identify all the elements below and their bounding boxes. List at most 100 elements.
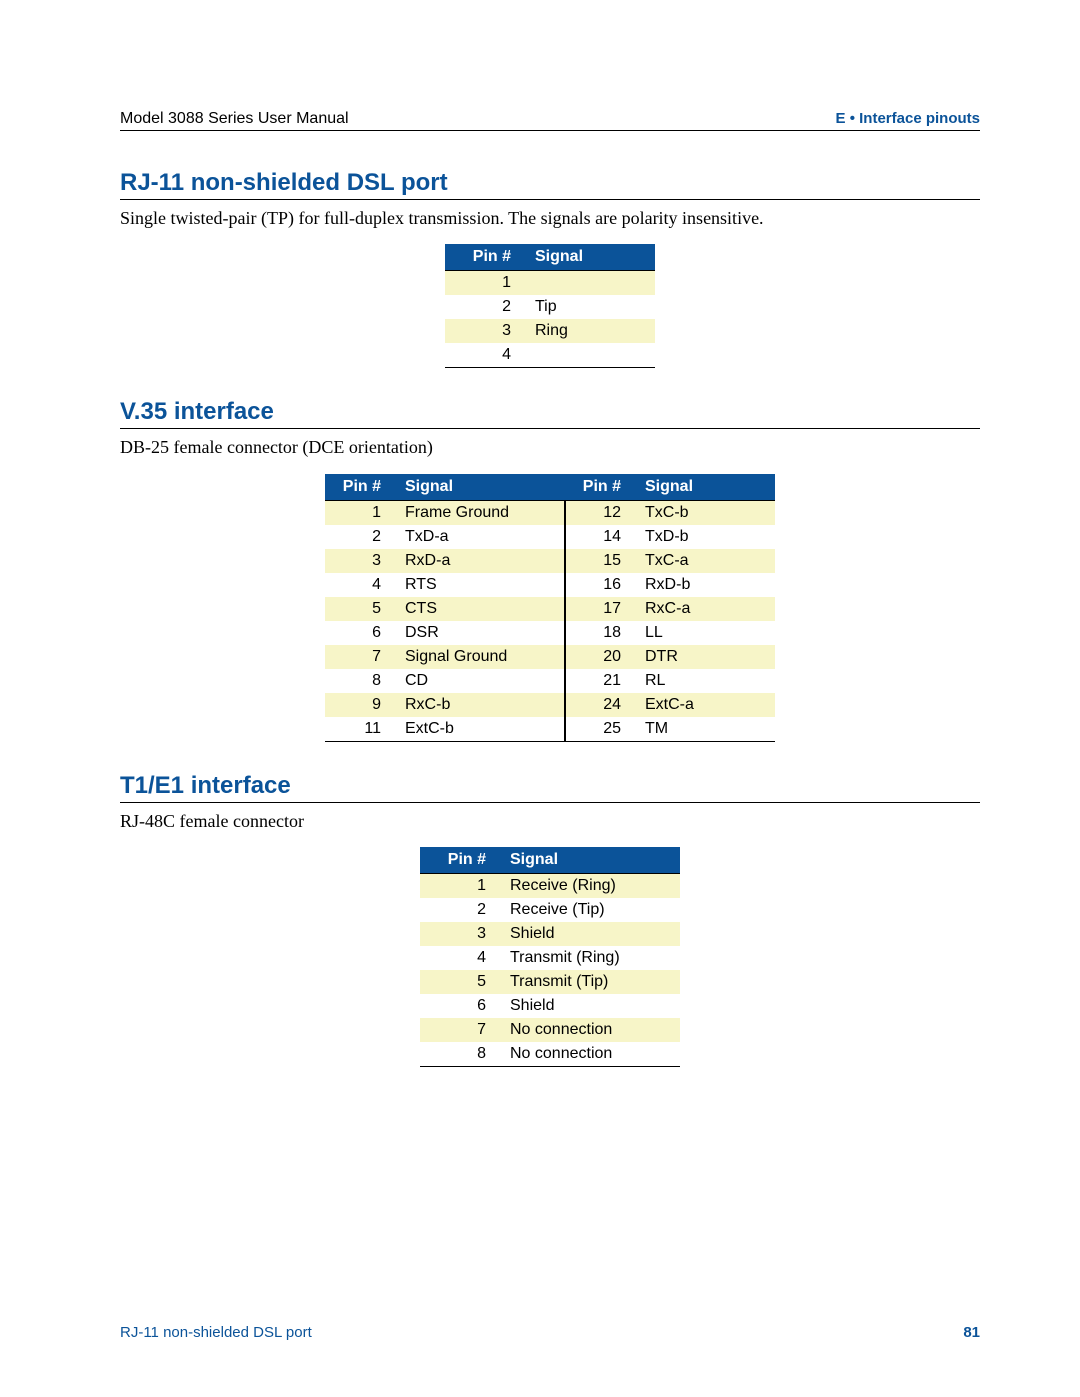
table-row: 3RxD-a15TxC-a <box>325 549 775 573</box>
section-t1e1: T1/E1 interface RJ-48C female connector … <box>120 772 980 1067</box>
table-cell: 20 <box>565 645 635 669</box>
section-rj11: RJ-11 non-shielded DSL port Single twist… <box>120 169 980 368</box>
table-cell: 1 <box>445 271 525 296</box>
table-cell: 24 <box>565 693 635 717</box>
table-cell: 1 <box>325 500 395 525</box>
body-v35: DB-25 female connector (DCE orientation) <box>120 435 980 459</box>
table-cell: 2 <box>420 898 500 922</box>
table-row: 4 <box>445 343 655 368</box>
table-cell: 17 <box>565 597 635 621</box>
table-cell: 3 <box>420 922 500 946</box>
table-row: 7No connection <box>420 1018 680 1042</box>
table-cell: Shield <box>500 922 680 946</box>
table-cell: 3 <box>325 549 395 573</box>
table-header-cell: Pin # <box>325 474 395 501</box>
table-header-cell: Pin # <box>445 244 525 271</box>
footer-right: 81 <box>963 1324 980 1341</box>
table-cell: Receive (Ring) <box>500 873 680 898</box>
table-rj11: Pin #Signal12Tip3Ring4 <box>445 244 655 368</box>
table-cell: 14 <box>565 525 635 549</box>
table-cell: Transmit (Ring) <box>500 946 680 970</box>
table-cell: 5 <box>325 597 395 621</box>
table-row: 9RxC-b24ExtC-a <box>325 693 775 717</box>
table-cell: Frame Ground <box>395 500 565 525</box>
table-header-cell: Signal <box>525 244 655 271</box>
table-cell: Transmit (Tip) <box>500 970 680 994</box>
table-cell: 4 <box>420 946 500 970</box>
table-cell: 4 <box>325 573 395 597</box>
table-cell: Signal Ground <box>395 645 565 669</box>
table-cell: 21 <box>565 669 635 693</box>
table-cell: 6 <box>325 621 395 645</box>
table-row: 11ExtC-b25TM <box>325 717 775 742</box>
table-cell: TxD-b <box>635 525 775 549</box>
table-cell: 3 <box>445 319 525 343</box>
table-cell <box>525 271 655 296</box>
table-cell: 11 <box>325 717 395 742</box>
table-row: 1 <box>445 271 655 296</box>
page-footer: RJ-11 non-shielded DSL port 81 <box>120 1324 980 1341</box>
table-cell: Shield <box>500 994 680 1018</box>
page-header: Model 3088 Series User Manual E • Interf… <box>120 110 980 131</box>
table-header-cell: Signal <box>635 474 775 501</box>
table-cell: 2 <box>445 295 525 319</box>
section-v35: V.35 interface DB-25 female connector (D… <box>120 398 980 741</box>
table-cell: DSR <box>395 621 565 645</box>
table-cell: TxD-a <box>395 525 565 549</box>
table-cell: 8 <box>420 1042 500 1067</box>
table-cell: 1 <box>420 873 500 898</box>
table-row: 4RTS16RxD-b <box>325 573 775 597</box>
table-t1e1: Pin #Signal1Receive (Ring)2Receive (Tip)… <box>420 847 680 1067</box>
table-row: 5CTS17RxC-a <box>325 597 775 621</box>
document-page: Model 3088 Series User Manual E • Interf… <box>0 0 1080 1397</box>
table-row: 1Frame Ground12TxC-b <box>325 500 775 525</box>
table-cell: TM <box>635 717 775 742</box>
table-row: 3Shield <box>420 922 680 946</box>
table-cell: 12 <box>565 500 635 525</box>
table-cell: TxC-b <box>635 500 775 525</box>
table-row: 3Ring <box>445 319 655 343</box>
table-cell: RTS <box>395 573 565 597</box>
table-header-cell: Signal <box>395 474 565 501</box>
table-cell: Receive (Tip) <box>500 898 680 922</box>
table-cell: ExtC-a <box>635 693 775 717</box>
table-row: 7Signal Ground20DTR <box>325 645 775 669</box>
table-row: 2TxD-a14TxD-b <box>325 525 775 549</box>
table-cell: CTS <box>395 597 565 621</box>
table-cell: Tip <box>525 295 655 319</box>
table-cell: 9 <box>325 693 395 717</box>
table-cell <box>525 343 655 368</box>
table-cell: 2 <box>325 525 395 549</box>
table-cell: 15 <box>565 549 635 573</box>
heading-v35: V.35 interface <box>120 398 980 429</box>
table-row: 6Shield <box>420 994 680 1018</box>
table-cell: 5 <box>420 970 500 994</box>
table-cell: 16 <box>565 573 635 597</box>
table-cell: Ring <box>525 319 655 343</box>
table-header-cell: Pin # <box>420 847 500 874</box>
table-row: 2Tip <box>445 295 655 319</box>
body-t1e1: RJ-48C female connector <box>120 809 980 833</box>
footer-left: RJ-11 non-shielded DSL port <box>120 1324 312 1341</box>
table-row: 8CD21RL <box>325 669 775 693</box>
table-cell: 8 <box>325 669 395 693</box>
table-cell: RxD-a <box>395 549 565 573</box>
table-row: 8No connection <box>420 1042 680 1067</box>
table-row: 4Transmit (Ring) <box>420 946 680 970</box>
table-cell: RxC-a <box>635 597 775 621</box>
table-cell: CD <box>395 669 565 693</box>
table-cell: ExtC-b <box>395 717 565 742</box>
table-header-cell: Pin # <box>565 474 635 501</box>
table-cell: 4 <box>445 343 525 368</box>
table-cell: TxC-a <box>635 549 775 573</box>
table-cell: No connection <box>500 1042 680 1067</box>
table-cell: DTR <box>635 645 775 669</box>
table-cell: 18 <box>565 621 635 645</box>
table-cell: 6 <box>420 994 500 1018</box>
table-row: 5Transmit (Tip) <box>420 970 680 994</box>
header-right: E • Interface pinouts <box>836 110 980 127</box>
table-cell: RxC-b <box>395 693 565 717</box>
table-row: 2Receive (Tip) <box>420 898 680 922</box>
table-cell: 7 <box>325 645 395 669</box>
table-cell: 25 <box>565 717 635 742</box>
